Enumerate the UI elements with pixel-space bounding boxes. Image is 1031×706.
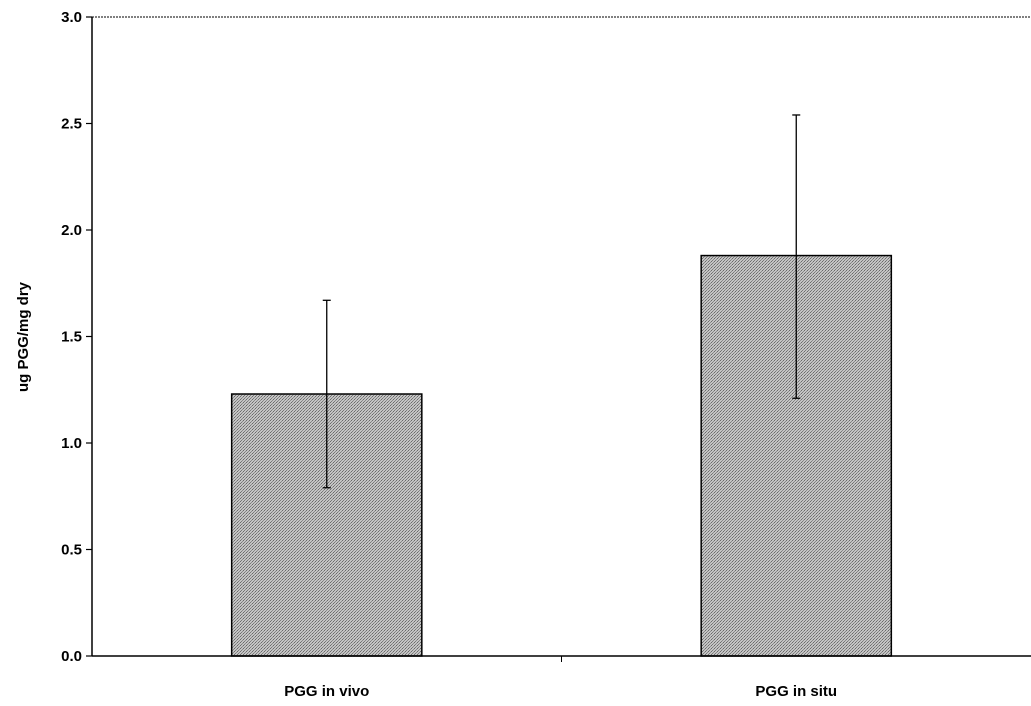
x-tick-label-1: PGG in situ [755,683,837,700]
x-tick-label-0: PGG in vivo [284,683,369,700]
y-tick-label-0: 0.0 [61,648,82,665]
error-bars-layer [322,114,801,489]
y-ticks-layer: 0.0 0.5 1.0 1.5 2.0 2.5 3.0 [61,9,92,665]
y-tick-label-6: 3.0 [61,9,82,26]
y-axis-title: ug PGG/mg dry [15,281,32,392]
x-ticks-layer: PGG in vivo PGG in situ [284,656,837,700]
y-tick-label-1: 0.5 [61,542,82,559]
bars-layer [230,254,893,657]
y-tick-label-5: 2.5 [61,116,82,133]
y-tick-label-3: 1.5 [61,329,82,346]
y-tick-label-2: 1.0 [61,435,82,452]
y-tick-label-4: 2.0 [61,222,82,239]
